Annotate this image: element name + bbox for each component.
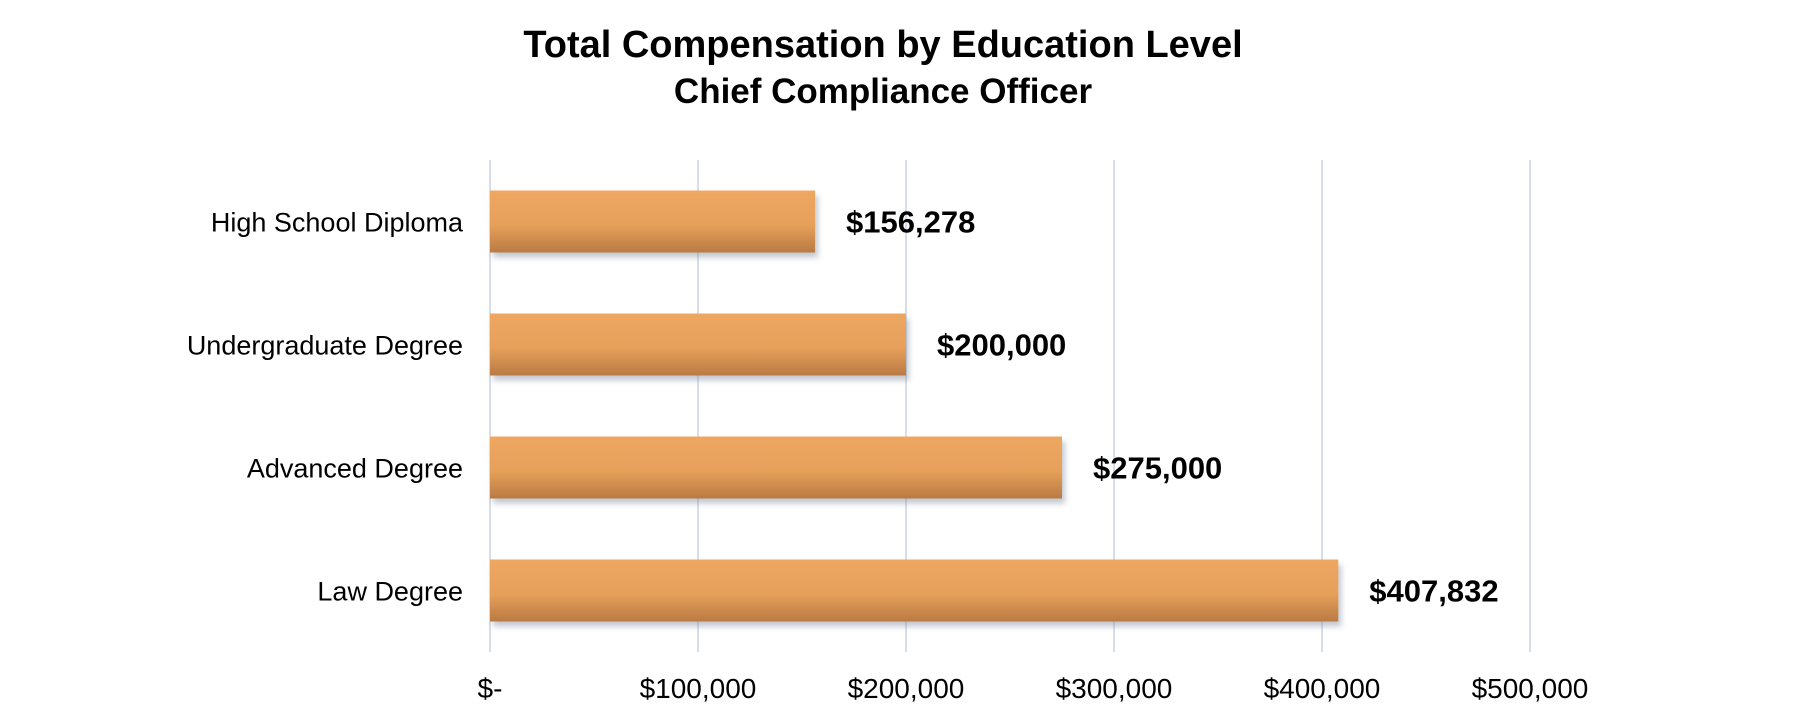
- bar: [490, 313, 906, 376]
- category-label: High School Diploma: [211, 208, 464, 238]
- chart-subtitle: Chief Compliance Officer: [673, 72, 1093, 111]
- bar: [490, 436, 1062, 499]
- bar: [490, 559, 1339, 622]
- data-label: $200,000: [937, 328, 1066, 363]
- x-tick-label: $200,000: [848, 673, 965, 704]
- chart-title: Total Compensation by Education Level: [523, 24, 1243, 66]
- labels: $- $100,000 $200,000 $300,000 $400,000 $500,0…: [187, 205, 1589, 705]
- category-label: Advanced Degree: [247, 454, 463, 484]
- x-tick-label: $100,000: [640, 673, 757, 704]
- x-tick-label: $400,000: [1264, 673, 1381, 704]
- bar: [490, 190, 816, 253]
- data-label: $407,832: [1369, 574, 1498, 609]
- bars: [490, 190, 1339, 622]
- x-tick-label: $-: [478, 673, 503, 704]
- category-label: Law Degree: [317, 577, 463, 607]
- data-label: $275,000: [1093, 451, 1222, 486]
- x-tick-label: $300,000: [1056, 673, 1173, 704]
- x-tick-label: $500,000: [1472, 673, 1589, 704]
- category-label: Undergraduate Degree: [187, 331, 463, 361]
- data-label: $156,278: [846, 205, 975, 240]
